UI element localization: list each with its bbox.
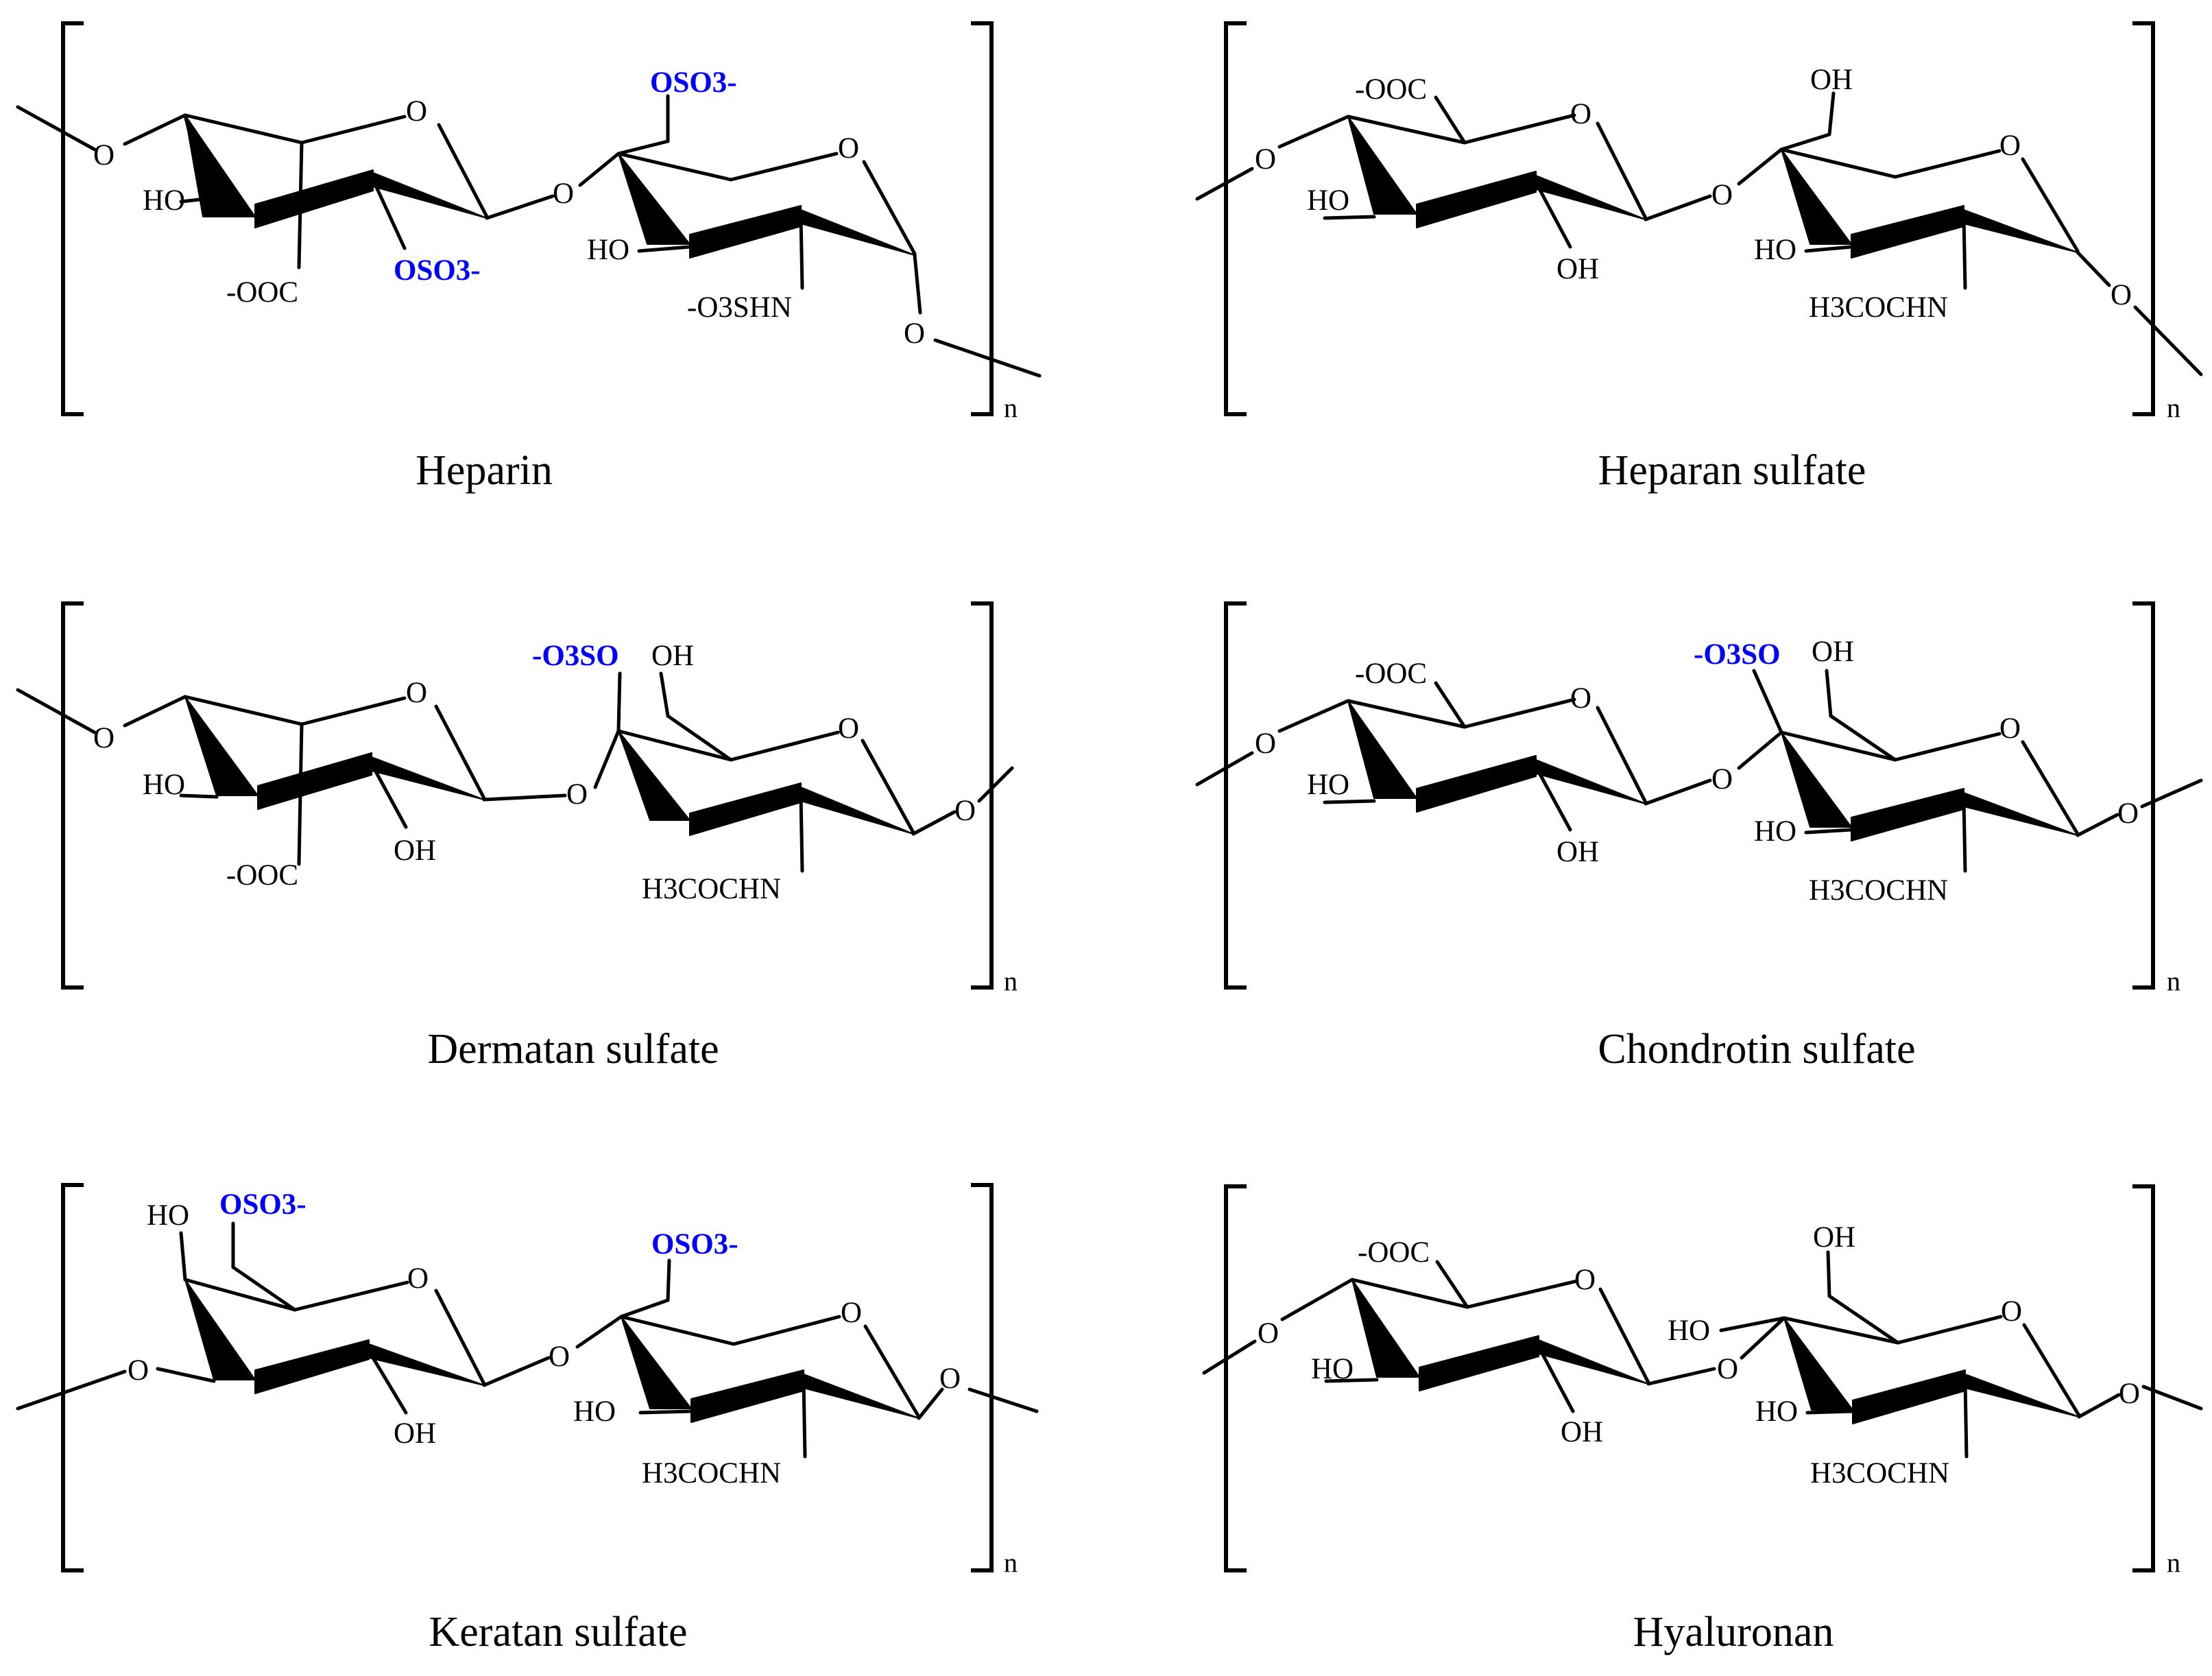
hydroxyl-label-top: OH: [651, 640, 694, 672]
repeat-n-label: n: [1004, 392, 1018, 423]
panel-caption: Hyaluronan: [1633, 1609, 1834, 1655]
carboxylate-label: -OOC: [226, 859, 298, 891]
glycosidic-oxygen: O: [1717, 1353, 1738, 1385]
o-link-right: O: [954, 795, 976, 827]
left-bracket: [1224, 1184, 1247, 1572]
panel-keratan-sulfate: n HO OSO3- O O OH O OSO3- O HO: [16, 1183, 1039, 1655]
repeat-n-label: n: [2167, 1547, 2180, 1578]
amide-label: H3COCHN: [1809, 874, 1948, 907]
sulfate-label-top: OSO3-: [650, 67, 737, 99]
o-link-right: O: [939, 1363, 961, 1395]
carboxylate-label: -OOC: [1355, 658, 1427, 690]
hydroxyl-label-2: HO: [587, 234, 629, 266]
right-bracket: [2132, 601, 2155, 990]
amide-label: H3COCHN: [642, 873, 781, 905]
panel-caption: Heparin: [416, 447, 553, 494]
panel-heparan-sulfate: n O -OOC O HO OH O OH O HO H3CO: [1195, 21, 2203, 494]
right-bracket: [2132, 1184, 2155, 1572]
amide-label: H3COCHN: [1809, 291, 1948, 324]
hydroxyl-label-3: OH: [394, 835, 436, 867]
panel-heparin: n O O HO -OOC OSO3- O OSO3-: [16, 21, 1042, 494]
sulfate-label-top: OSO3-: [651, 1228, 738, 1260]
sulfate-label: -O3SO: [532, 640, 619, 672]
right-bracket: [971, 601, 994, 990]
ring-oxygen-2: O: [2001, 1295, 2022, 1328]
ring-oxygen: O: [406, 95, 427, 128]
panel-caption: Keratan sulfate: [429, 1609, 688, 1655]
hydroxyl-label-3: OH: [394, 1417, 436, 1450]
panel-dermatan-sulfate: n O O HO -OOC OH -O3SO OH O O H: [16, 601, 1018, 1073]
left-bracket: [61, 601, 84, 990]
o-link-right: O: [2119, 1378, 2140, 1410]
hydroxyl-label-top: OH: [1812, 636, 1854, 668]
o-link-left: O: [93, 722, 115, 754]
ring-oxygen: O: [407, 1262, 429, 1295]
o-link-left: O: [1255, 143, 1276, 176]
o-link-right: O: [904, 318, 925, 350]
hydroxyl-label: HO: [1307, 184, 1349, 217]
glycosidic-oxygen: O: [1711, 179, 1733, 211]
panel-chondrotin-sulfate: n O -OOC O HO OH -O3SO OH O O: [1195, 601, 2203, 1073]
amide-label: H3COCHN: [1810, 1457, 1949, 1489]
o-link-left: O: [128, 1354, 149, 1387]
ring-oxygen-2: O: [841, 1297, 862, 1329]
right-bracket: [971, 1183, 994, 1572]
panel-caption: Chondrotin sulfate: [1598, 1026, 1915, 1073]
amine-label: -O3SHN: [687, 291, 792, 324]
ring-oxygen: O: [406, 677, 427, 709]
hydroxyl-label-top-left: HO: [147, 1199, 189, 1232]
repeat-n-label: n: [2167, 392, 2180, 423]
hydroxyl-label-2: HO: [1754, 234, 1796, 266]
o-link-left: O: [93, 139, 115, 171]
repeat-n-label: n: [2167, 966, 2180, 996]
carboxylate-label: -OOC: [1358, 1236, 1430, 1269]
sulfate-label: -O3SO: [1694, 638, 1781, 671]
ring-oxygen: O: [1570, 98, 1591, 130]
panel-caption: Dermatan sulfate: [427, 1026, 719, 1073]
hydroxyl-label: HO: [143, 769, 185, 801]
o-link-right: O: [2111, 279, 2132, 311]
ring-oxygen-2: O: [838, 132, 859, 165]
left-bracket: [1224, 21, 1247, 416]
carboxylate-label: -OOC: [1355, 73, 1427, 106]
panel-caption: Heparan sulfate: [1598, 447, 1866, 494]
ring-oxygen: O: [1570, 682, 1591, 715]
hydroxyl-label: HO: [1311, 1353, 1354, 1385]
right-bracket: [971, 21, 994, 416]
hydroxyl-label-3: OH: [1556, 836, 1599, 868]
o-link-left: O: [1255, 728, 1276, 760]
glycosidic-oxygen: O: [553, 178, 574, 210]
sulfate-label: OSO3-: [219, 1188, 306, 1221]
right-bracket: [2132, 21, 2155, 416]
hydroxyl-label: HO: [1307, 769, 1349, 801]
panel-hyaluronan: n O -OOC O HO OH OH HO O O: [1202, 1184, 2203, 1655]
hydroxyl-label-2: HO: [1754, 815, 1796, 848]
hydroxyl-label-upper: HO: [1668, 1315, 1710, 1347]
carboxylate-label: -OOC: [226, 276, 298, 309]
hydroxyl-label-2: HO: [573, 1396, 616, 1428]
glycosidic-oxygen: O: [566, 778, 588, 811]
repeat-n-label: n: [1004, 966, 1018, 996]
ring-oxygen-2: O: [1999, 130, 2021, 162]
o-link-right: O: [2117, 798, 2139, 830]
hydroxyl-label-3: OH: [1561, 1416, 1603, 1448]
hydroxyl-label-2: HO: [1755, 1396, 1798, 1428]
left-bracket: [61, 21, 84, 416]
glycosidic-oxygen: O: [1711, 763, 1733, 795]
sulfate-label: OSO3-: [394, 254, 481, 287]
hydroxyl-label-top: OH: [1813, 1221, 1855, 1254]
ring-oxygen: O: [1574, 1264, 1596, 1296]
hydroxyl-label-3: OH: [1556, 253, 1599, 285]
left-bracket: [1224, 601, 1247, 990]
hydroxyl-label: HO: [143, 184, 185, 217]
repeat-n-label: n: [1004, 1547, 1018, 1578]
glycosidic-oxygen: O: [549, 1341, 570, 1373]
amide-label: H3COCHN: [642, 1457, 781, 1489]
ring-oxygen-2: O: [1999, 713, 2021, 745]
o-link-left: O: [1258, 1317, 1279, 1350]
left-bracket: [61, 1183, 84, 1572]
ring-oxygen-2: O: [838, 713, 859, 745]
hydroxyl-label-top: OH: [1810, 64, 1853, 96]
